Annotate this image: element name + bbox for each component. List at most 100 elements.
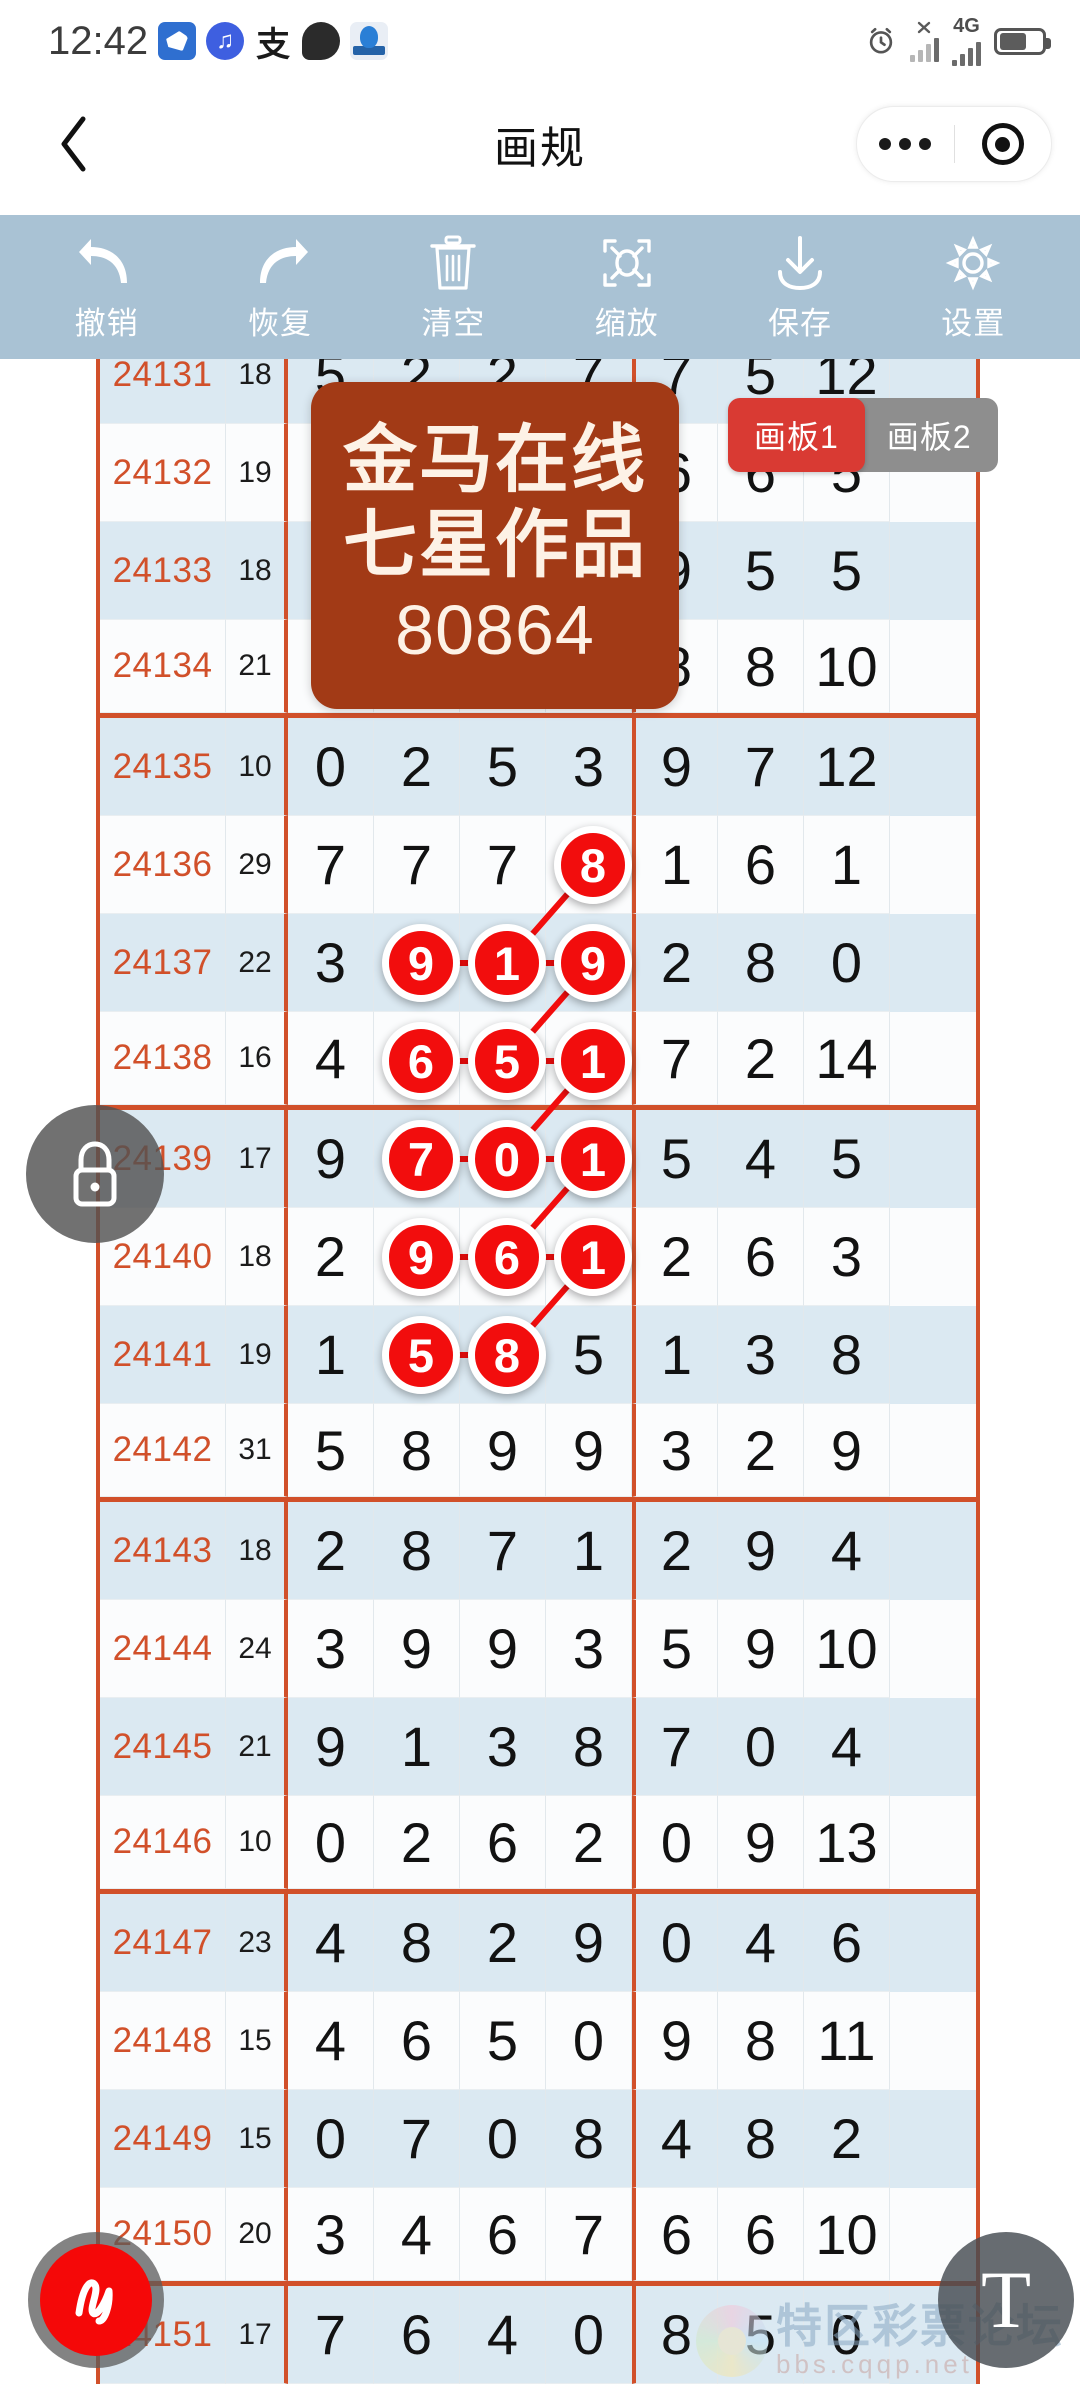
row-stat-cell[interactable]: 7 — [632, 1698, 718, 1796]
save-button[interactable]: 保存 — [725, 232, 875, 343]
row-number-cell[interactable]: 1 — [546, 1110, 632, 1208]
row-number-cell[interactable]: 4 — [460, 2286, 546, 2384]
more-dots-icon[interactable] — [857, 138, 954, 150]
row-stat-cell[interactable]: 2 — [804, 2090, 890, 2188]
row-stat-cell[interactable]: 5 — [804, 1110, 890, 1208]
row-number-cell[interactable]: 2 — [288, 1208, 374, 1306]
lock-button[interactable] — [26, 1105, 164, 1243]
row-number-cell[interactable]: 8 — [374, 1404, 460, 1497]
row-number-cell[interactable]: 9 — [288, 1110, 374, 1208]
row-stat-cell[interactable]: 7 — [718, 718, 804, 816]
row-number-cell[interactable]: 6 — [374, 2286, 460, 2384]
row-number-cell[interactable]: 6 — [460, 1208, 546, 1306]
tab-board-1[interactable]: 画板1 — [728, 398, 865, 472]
row-stat-cell[interactable]: 10 — [804, 1600, 890, 1698]
row-number-cell[interactable]: 8 — [374, 1502, 460, 1600]
row-number-cell[interactable]: 6 — [374, 1012, 460, 1105]
table-row[interactable]: 24142 31 5 8 9 9 3 2 9 — [100, 1404, 976, 1502]
row-number-cell[interactable]: 7 — [460, 1502, 546, 1600]
row-number-cell[interactable]: 1 — [546, 1208, 632, 1306]
table-row[interactable]: 24139 17 9 7 0 1 5 4 5 — [100, 1110, 976, 1208]
row-number-cell[interactable]: 4 — [288, 1992, 374, 2090]
back-button[interactable] — [42, 112, 106, 176]
table-row[interactable]: 24136 29 7 7 7 8 1 6 1 — [100, 816, 976, 914]
row-number-cell[interactable]: 8 — [460, 1306, 546, 1404]
row-stat-cell[interactable]: 1 — [632, 1306, 718, 1404]
table-row[interactable]: 24143 18 2 8 7 1 2 9 4 — [100, 1502, 976, 1600]
row-stat-cell[interactable]: 0 — [632, 1894, 718, 1992]
row-stat-cell[interactable]: 9 — [718, 1502, 804, 1600]
row-number-cell[interactable]: 9 — [460, 1404, 546, 1497]
row-stat-cell[interactable]: 9 — [632, 1992, 718, 2090]
target-icon[interactable] — [955, 123, 1052, 165]
table-row[interactable]: 24144 24 3 9 9 3 5 9 10 — [100, 1600, 976, 1698]
row-number-cell[interactable]: 3 — [546, 718, 632, 816]
row-stat-cell[interactable]: 8 — [804, 1306, 890, 1404]
row-number-cell[interactable]: 5 — [374, 1306, 460, 1404]
row-stat-cell[interactable]: 0 — [804, 2286, 890, 2384]
row-number-cell[interactable]: 0 — [288, 1796, 374, 1889]
row-stat-cell[interactable]: 8 — [632, 2286, 718, 2384]
row-number-cell[interactable]: 7 — [288, 2286, 374, 2384]
row-number-cell[interactable]: 3 — [288, 2188, 374, 2281]
row-number-cell[interactable]: 6 — [374, 1992, 460, 2090]
row-number-cell[interactable]: 1 — [546, 1502, 632, 1600]
row-stat-cell[interactable]: 5 — [718, 522, 804, 620]
row-number-cell[interactable]: 7 — [546, 2188, 632, 2281]
row-stat-cell[interactable]: 10 — [804, 620, 890, 713]
table-row[interactable]: 24145 21 9 1 3 8 7 0 4 — [100, 1698, 976, 1796]
row-stat-cell[interactable]: 8 — [718, 1992, 804, 2090]
row-number-cell[interactable]: 0 — [546, 2286, 632, 2384]
row-number-cell[interactable]: 7 — [374, 816, 460, 914]
row-stat-cell[interactable]: 1 — [632, 816, 718, 914]
row-stat-cell[interactable]: 5 — [632, 1600, 718, 1698]
brush-button[interactable] — [28, 2232, 164, 2368]
text-button[interactable]: T — [938, 2232, 1074, 2368]
row-number-cell[interactable]: 8 — [546, 2090, 632, 2188]
row-number-cell[interactable]: 8 — [374, 1894, 460, 1992]
tab-board-2[interactable]: 画板2 — [846, 398, 998, 472]
row-number-cell[interactable]: 3 — [288, 914, 374, 1012]
row-stat-cell[interactable]: 5 — [804, 522, 890, 620]
row-stat-cell[interactable]: 4 — [718, 1110, 804, 1208]
table-row[interactable]: 24141 19 1 5 8 5 1 3 8 — [100, 1306, 976, 1404]
table-row[interactable]: 24148 15 4 6 5 0 9 8 11 — [100, 1992, 976, 2090]
row-number-cell[interactable]: 9 — [546, 914, 632, 1012]
table-row[interactable]: 24138 16 4 6 5 1 7 2 14 — [100, 1012, 976, 1110]
table-row[interactable]: 24140 18 2 9 6 1 2 6 3 — [100, 1208, 976, 1306]
row-number-cell[interactable]: 6 — [460, 2188, 546, 2281]
row-number-cell[interactable]: 9 — [546, 1894, 632, 1992]
row-number-cell[interactable]: 4 — [374, 2188, 460, 2281]
row-number-cell[interactable]: 3 — [460, 1698, 546, 1796]
row-number-cell[interactable]: 4 — [288, 1012, 374, 1105]
row-number-cell[interactable]: 3 — [288, 1600, 374, 1698]
row-stat-cell[interactable]: 10 — [804, 2188, 890, 2281]
row-stat-cell[interactable]: 6 — [718, 1208, 804, 1306]
row-stat-cell[interactable]: 7 — [632, 1012, 718, 1105]
row-number-cell[interactable]: 0 — [288, 718, 374, 816]
row-number-cell[interactable]: 9 — [374, 1600, 460, 1698]
row-number-cell[interactable]: 5 — [460, 718, 546, 816]
row-stat-cell[interactable]: 2 — [718, 1012, 804, 1105]
table-row[interactable]: 24137 22 3 9 1 9 2 8 0 — [100, 914, 976, 1012]
row-number-cell[interactable]: 0 — [546, 1992, 632, 2090]
row-number-cell[interactable]: 2 — [460, 1894, 546, 1992]
row-stat-cell[interactable]: 3 — [718, 1306, 804, 1404]
row-stat-cell[interactable]: 6 — [718, 816, 804, 914]
row-stat-cell[interactable]: 12 — [804, 718, 890, 816]
row-stat-cell[interactable]: 2 — [718, 1404, 804, 1497]
clear-button[interactable]: 清空 — [378, 232, 528, 343]
row-stat-cell[interactable]: 0 — [632, 1796, 718, 1889]
row-number-cell[interactable]: 3 — [546, 1600, 632, 1698]
row-number-cell[interactable]: 5 — [546, 1306, 632, 1404]
row-number-cell[interactable]: 7 — [288, 816, 374, 914]
row-number-cell[interactable]: 2 — [374, 718, 460, 816]
settings-button[interactable]: 设置 — [898, 232, 1048, 343]
row-number-cell[interactable]: 9 — [374, 1208, 460, 1306]
row-number-cell[interactable]: 4 — [288, 1894, 374, 1992]
row-stat-cell[interactable]: 9 — [804, 1404, 890, 1497]
table-row[interactable]: 24150 20 3 4 6 7 6 6 10 — [100, 2188, 976, 2286]
row-number-cell[interactable]: 1 — [546, 1012, 632, 1105]
row-stat-cell[interactable]: 0 — [804, 914, 890, 1012]
row-number-cell[interactable]: 1 — [374, 1698, 460, 1796]
